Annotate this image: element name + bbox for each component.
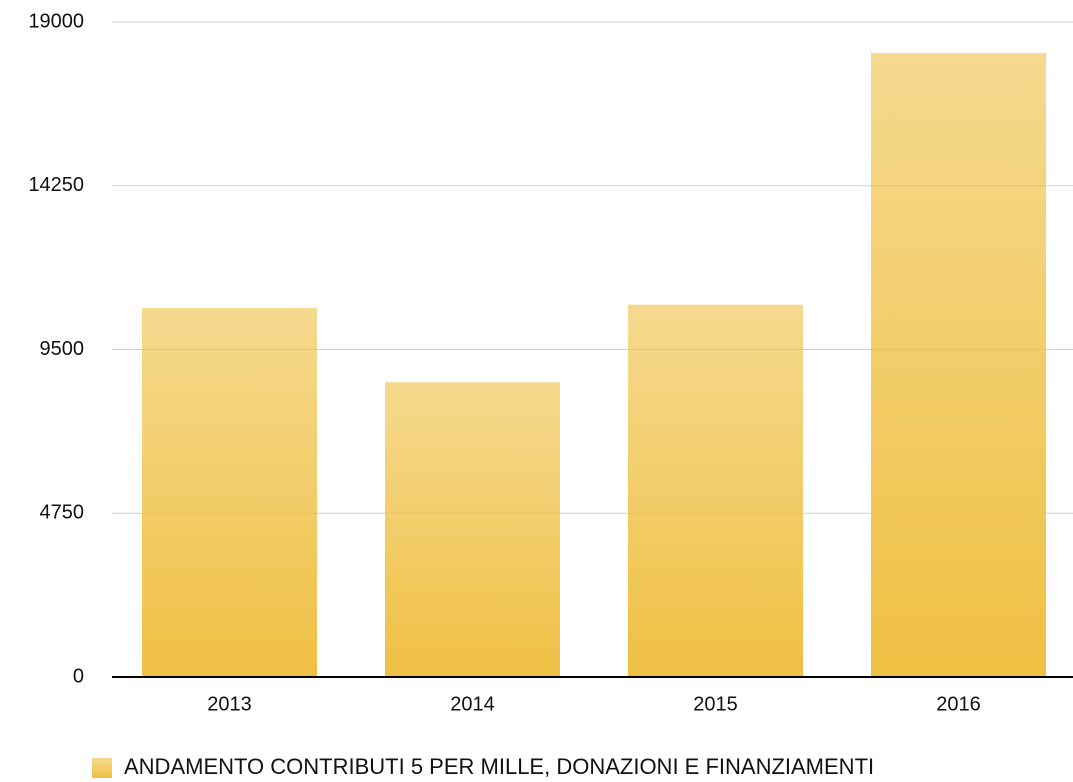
y-tick-label: 4750: [40, 502, 85, 524]
bar: [142, 308, 317, 677]
bar: [871, 53, 1046, 678]
x-tick-label: 2016: [936, 693, 981, 715]
y-tick-label: 19000: [28, 10, 84, 32]
legend-swatch: [92, 758, 112, 778]
bar: [385, 382, 560, 677]
x-tick-label: 2015: [693, 693, 738, 715]
y-tick-label: 14250: [28, 174, 84, 196]
y-tick-label: 0: [73, 665, 84, 687]
x-tick-label: 2014: [450, 693, 495, 715]
y-tick-label: 9500: [40, 338, 85, 360]
bar: [628, 304, 803, 677]
legend-label: ANDAMENTO CONTRIBUTI 5 PER MILLE, DONAZI…: [124, 754, 874, 779]
x-tick-label: 2013: [207, 693, 252, 715]
